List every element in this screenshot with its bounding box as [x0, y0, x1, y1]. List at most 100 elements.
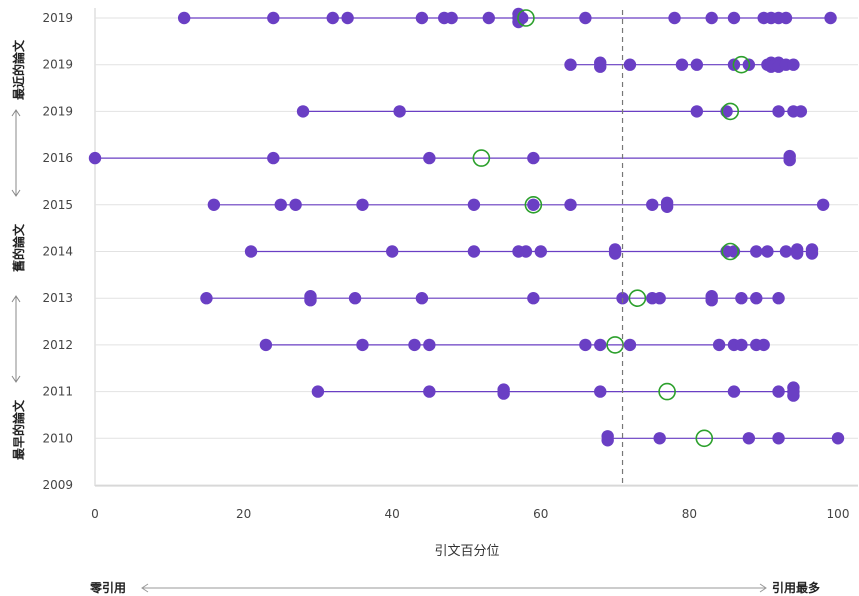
data-point: [594, 385, 607, 398]
highlight-points: [472, 9, 751, 448]
data-point: [653, 432, 666, 445]
data-point: [534, 245, 547, 258]
footer-label-zero-citations: 零引用: [89, 581, 126, 595]
highlight-point: [732, 55, 751, 74]
data-point: [564, 198, 577, 211]
highlight-point: [472, 149, 491, 167]
data-point: [482, 11, 495, 25]
highlight-point: [721, 242, 740, 261]
row-label: 2016: [42, 151, 73, 165]
data-point: [527, 292, 540, 305]
data-point: [772, 292, 785, 305]
data-point: [177, 11, 191, 25]
data-point: [594, 60, 607, 73]
data-point: [712, 338, 726, 352]
data-point: [750, 292, 763, 305]
data-point: [623, 338, 637, 352]
row-label: 2012: [42, 338, 73, 352]
data-point: [88, 151, 102, 165]
data-point: [790, 247, 804, 260]
data-point: [742, 432, 756, 445]
data-point: [772, 432, 785, 445]
x-tick-label: 80: [682, 507, 697, 521]
data-point: [267, 151, 280, 165]
data-point: [467, 245, 481, 258]
data-point: [727, 385, 741, 398]
data-point: [705, 11, 718, 25]
data-point: [311, 385, 325, 398]
data-point: [660, 200, 674, 213]
footer-arrow: [141, 583, 767, 593]
data-point: [608, 247, 622, 260]
data-point: [259, 338, 273, 352]
data-point: [341, 11, 354, 25]
data-point: [787, 58, 800, 71]
data-point: [805, 247, 819, 260]
side-label-bottom: 最早的論文: [11, 399, 26, 460]
x-tick-label: 20: [236, 507, 251, 521]
x-tick-label: 40: [385, 507, 400, 521]
x-tick-label: 60: [533, 507, 548, 521]
data-point: [779, 11, 793, 25]
row-label: 2019: [42, 104, 73, 118]
data-point: [794, 105, 808, 118]
data-point: [816, 198, 830, 211]
data-point: [445, 11, 458, 25]
data-point: [787, 389, 800, 402]
data-point: [356, 198, 369, 211]
row-label: 2019: [42, 58, 73, 72]
data-point: [467, 198, 481, 211]
data-point: [831, 432, 845, 445]
data-point: [579, 338, 592, 352]
data-point: [386, 245, 399, 258]
data-point: [267, 11, 280, 25]
data-point: [705, 294, 718, 307]
data-point: [304, 294, 317, 307]
data-point: [527, 151, 540, 165]
data-point: [601, 434, 614, 447]
data-point: [244, 245, 258, 258]
side-label-top: 最近的論文: [11, 39, 26, 100]
data-point: [423, 151, 436, 165]
highlight-point: [517, 9, 535, 27]
data-point: [274, 198, 287, 211]
data-point: [735, 338, 748, 352]
highlight-point: [695, 429, 714, 448]
data-point: [772, 385, 785, 398]
row-label: 2013: [42, 291, 73, 305]
data-point: [564, 58, 577, 71]
data-point: [527, 198, 540, 211]
side-arrow-lower: [11, 295, 21, 383]
highlight-point: [658, 382, 676, 401]
data-point: [761, 245, 774, 258]
data-points: [88, 7, 845, 447]
highlight-point: [721, 102, 740, 121]
x-axis: 0 20 40 60 80 100: [91, 10, 858, 521]
data-point: [200, 292, 213, 305]
data-point: [415, 292, 429, 305]
data-point: [735, 292, 748, 305]
row-label: 2010: [42, 431, 73, 445]
highlight-point: [628, 289, 647, 308]
row-label: 2015: [42, 198, 73, 212]
data-point: [750, 245, 763, 258]
data-point: [783, 153, 796, 167]
x-tick-label: 0: [91, 507, 99, 521]
data-point: [690, 58, 704, 71]
row-labels: 2019 2019 2019 2016 2015 2014 2013 2012 2011 2010…: [42, 11, 73, 492]
row-label: 2014: [42, 245, 73, 259]
row-label: 2009: [42, 478, 73, 492]
data-point: [579, 11, 592, 25]
data-point: [653, 292, 666, 305]
data-point: [415, 11, 429, 25]
highlight-point: [524, 196, 543, 214]
footer-label-most-cited: 引用最多: [772, 580, 820, 595]
side-label-earliest: 最早的論文: [11, 399, 26, 460]
x-tick-label: 100: [827, 507, 850, 521]
side-label-recent: 最近的論文: [11, 39, 26, 100]
data-point: [326, 11, 339, 25]
data-point: [408, 338, 421, 352]
data-point: [623, 58, 637, 71]
data-point: [393, 105, 406, 118]
